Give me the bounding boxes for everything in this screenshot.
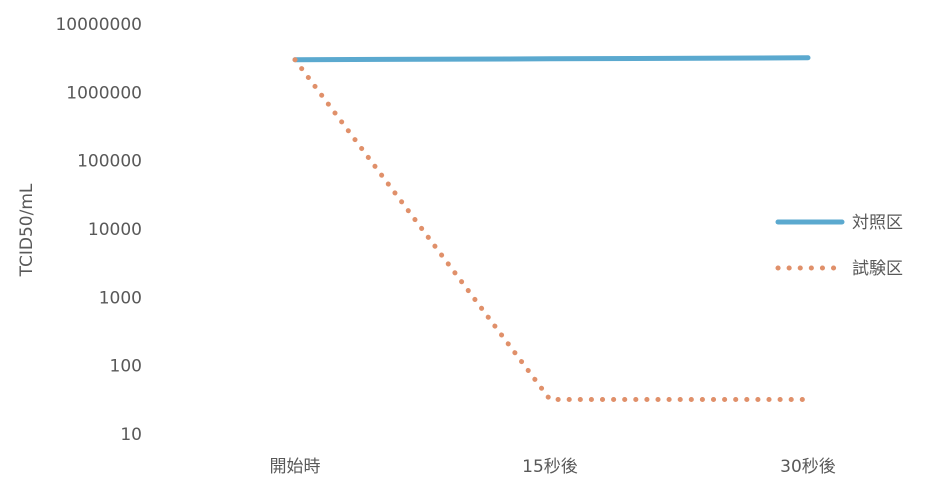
x-tick-label: 15秒後 xyxy=(522,457,578,477)
y-tick-label: 1000000 xyxy=(66,83,142,103)
y-tick-label: 10000000 xyxy=(55,15,142,35)
series-line-1 xyxy=(292,55,811,63)
y-tick-label: 100 xyxy=(110,357,142,377)
legend-label-1: 対照区 xyxy=(852,213,903,233)
series-line-2 xyxy=(292,57,811,402)
y-axis-ticks: 10 100 1000 10000 100000 1000000 10000000 xyxy=(55,15,142,445)
series-layer xyxy=(292,55,811,402)
y-tick-label: 10 xyxy=(120,425,142,445)
x-tick-label: 開始時 xyxy=(270,457,321,477)
x-tick-label: 30秒後 xyxy=(780,457,836,477)
y-tick-label: 1000 xyxy=(99,288,142,308)
y-tick-label: 10000 xyxy=(88,220,142,240)
x-axis-ticks: 開始時 15秒後 30秒後 xyxy=(270,457,836,477)
legend-label-2: 試験区 xyxy=(852,259,903,279)
y-tick-label: 100000 xyxy=(77,152,142,172)
y-axis-title: TCID50/mL xyxy=(17,183,37,277)
